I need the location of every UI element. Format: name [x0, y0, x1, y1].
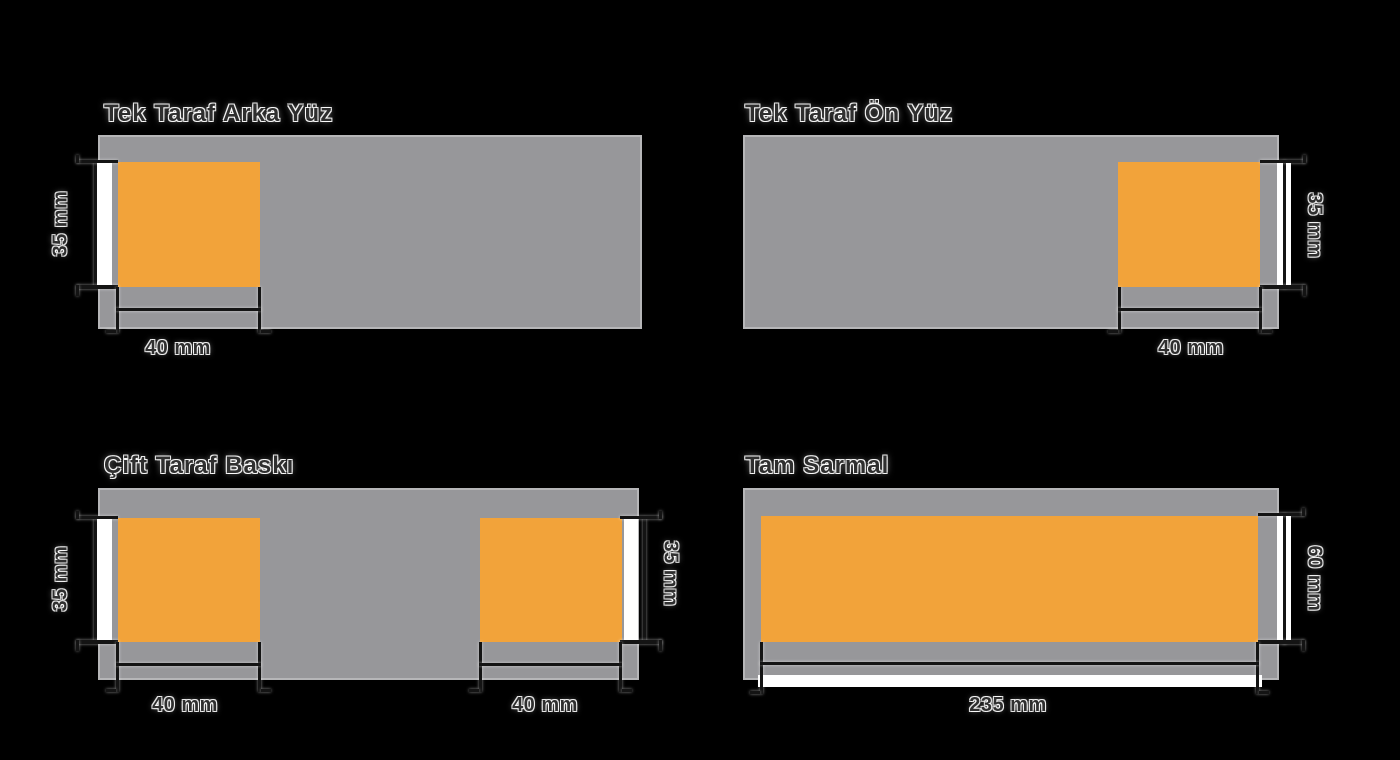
dimension-end-serif — [659, 511, 662, 519]
height-dimension-tick-bottom — [1260, 285, 1305, 289]
print-area-left — [118, 518, 260, 642]
width-dimension-extension-left — [479, 642, 482, 692]
width-dimension-label: 235 mm — [969, 694, 1047, 716]
dimension-extension-strip — [97, 162, 112, 287]
dimension-end-serif — [261, 689, 271, 692]
height-dimension-tick-bottom — [1258, 640, 1304, 644]
height-dimension-tick-top — [77, 160, 118, 163]
width-dimension-label: 40 mm — [512, 694, 578, 716]
height-dimension-line — [94, 162, 97, 287]
dimension-end-serif — [750, 691, 760, 694]
height-dimension-line — [94, 518, 97, 642]
dimension-end-serif — [469, 689, 479, 692]
height-dimension-tick-bottom — [620, 640, 662, 644]
width-dimension-line — [1118, 308, 1262, 311]
dimension-end-serif — [106, 330, 116, 333]
width-dimension-line — [760, 662, 1259, 665]
width-dimension-extension-right — [619, 642, 622, 692]
print-area — [761, 516, 1258, 642]
width-dimension-extension-right — [1256, 642, 1259, 694]
dimension-end-serif — [1302, 508, 1305, 516]
height-dimension-tick-top — [1260, 160, 1305, 163]
height-dimension-line — [643, 518, 646, 642]
width-dimension-line — [479, 663, 622, 666]
height-dimension-tick-top — [620, 516, 662, 519]
dimension-end-serif — [659, 640, 662, 651]
width-dimension-label: 40 mm — [1158, 337, 1224, 359]
print-area — [118, 162, 260, 287]
height-dimension-line — [1283, 514, 1286, 644]
height-dimension-label: 60 mm — [1303, 545, 1326, 612]
dimension-end-serif — [1303, 285, 1306, 296]
dimension-extension-strip — [758, 675, 1262, 687]
dimension-end-serif — [76, 285, 79, 296]
dimension-extension-strip — [624, 518, 638, 642]
width-dimension-line — [116, 308, 261, 311]
dimension-extension-strip — [97, 518, 112, 642]
width-dimension-line — [116, 663, 261, 666]
dimension-end-serif — [1302, 640, 1305, 651]
panel-title: Çift Taraf Baskı — [104, 452, 295, 479]
width-dimension-label: 40 mm — [152, 694, 218, 716]
print-area — [1118, 162, 1260, 287]
panel-title: Tek Taraf Arka Yüz — [104, 100, 334, 127]
dimension-end-serif — [76, 640, 79, 651]
height-dimension-tick-bottom — [77, 285, 118, 289]
dimension-end-serif — [76, 155, 79, 163]
dimension-end-serif — [106, 689, 116, 692]
dimension-end-serif — [1259, 691, 1269, 694]
panel-title: Tek Taraf Ön Yüz — [745, 100, 954, 127]
height-dimension-line — [1283, 161, 1286, 288]
width-dimension-extension-right — [258, 642, 261, 692]
width-dimension-extension-left — [760, 642, 763, 694]
height-dimension-tick-bottom — [77, 640, 118, 644]
dimension-end-serif — [622, 689, 632, 692]
panel-title: Tam Sarmal — [745, 452, 890, 479]
width-dimension-label: 40 mm — [145, 337, 211, 359]
dimension-end-serif — [261, 330, 271, 333]
print-area-right — [480, 518, 622, 642]
dimension-end-serif — [1303, 155, 1306, 163]
dimension-end-serif — [76, 511, 79, 519]
dimension-end-serif — [1108, 330, 1118, 333]
height-dimension-tick-top — [77, 516, 118, 519]
width-dimension-extension-left — [116, 642, 119, 692]
height-dimension-tick-top — [1258, 513, 1304, 516]
dimension-end-serif — [1262, 330, 1272, 333]
